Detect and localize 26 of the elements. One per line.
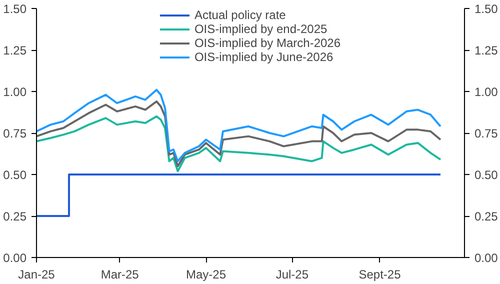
line-series	[36, 88, 442, 162]
y2-tick-label: 1.50	[474, 2, 498, 16]
x-tick-label: Jan-25	[18, 268, 56, 282]
y2-tick-label: 0.50	[474, 168, 498, 182]
line-series	[36, 100, 442, 168]
y-tick-label: 1.25	[3, 44, 27, 58]
legend-label: OIS-implied by end-2025	[194, 22, 328, 36]
x-tick-label: Sept-25	[358, 268, 402, 282]
line-series	[36, 115, 442, 172]
x-tick-label: Jul-25	[276, 268, 309, 282]
y-tick-label: 0.50	[3, 168, 27, 182]
y-tick-label: 0.75	[3, 126, 27, 140]
y-tick-label: 1.50	[3, 2, 27, 16]
y-tick-label: 0.00	[3, 251, 27, 265]
y-tick-label: 1.00	[3, 85, 27, 99]
legend-label: OIS-implied by March-2026	[194, 36, 341, 50]
legend-label: Actual policy rate	[194, 8, 286, 22]
y2-tick-label: 1.25	[474, 44, 498, 58]
legend-label: OIS-implied by June-2026	[194, 50, 334, 64]
y2-tick-label: 0.25	[474, 210, 498, 224]
y2-tick-label: 1.00	[474, 85, 498, 99]
y-tick-label: 0.25	[3, 210, 27, 224]
x-tick-label: May-25	[186, 268, 226, 282]
x-tick-label: Mar-25	[100, 268, 140, 282]
y2-tick-label: 0.00	[474, 251, 498, 265]
y2-tick-label: 0.75	[474, 126, 498, 140]
